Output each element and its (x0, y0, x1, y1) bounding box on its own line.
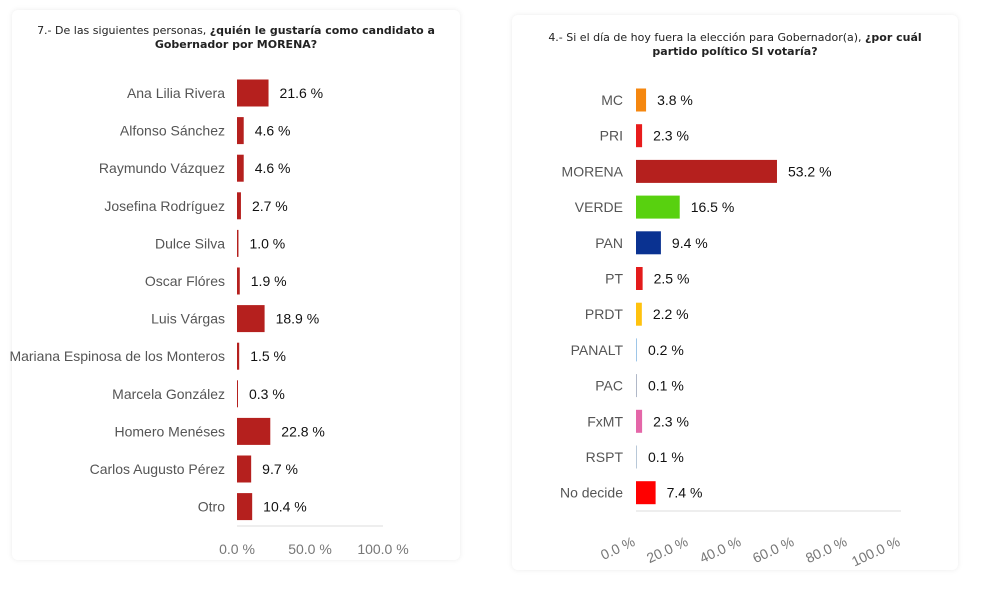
category-label: Luis Várgas (151, 311, 225, 327)
bar (636, 445, 637, 469)
x-tick-label: 100.0 % (357, 541, 408, 557)
bar (636, 124, 643, 148)
category-label: No decide (560, 485, 623, 501)
category-label: PRI (600, 128, 623, 144)
data-label: 3.8 % (657, 92, 693, 108)
chart-title: 7.- De las siguientes personas, ¿quién l… (37, 24, 435, 51)
bar (237, 380, 238, 408)
data-label: 0.3 % (249, 386, 285, 402)
bar (237, 229, 239, 257)
data-label: 18.9 % (276, 311, 320, 327)
data-label: 22.8 % (281, 423, 325, 439)
category-label: Raymundo Vázquez (99, 160, 225, 176)
bar (237, 154, 244, 182)
category-label: FxMT (587, 413, 623, 429)
x-tick-label: 0.0 % (219, 541, 255, 557)
data-label: 0.2 % (648, 342, 684, 358)
data-label: 2.2 % (653, 306, 689, 322)
bar (237, 342, 240, 370)
data-label: 4.6 % (255, 123, 291, 139)
category-label: RSPT (586, 449, 624, 465)
bar (636, 231, 661, 255)
data-label: 21.6 % (280, 85, 324, 101)
chart-card-parties: 4.- Si el día de hoy fuera la elección p… (512, 15, 958, 570)
data-label: 2.3 % (653, 128, 689, 144)
data-label: 1.5 % (250, 348, 286, 364)
category-label: Josefina Rodríguez (104, 198, 225, 214)
category-label: Alfonso Sánchez (120, 123, 225, 139)
chart-title: 4.- Si el día de hoy fuera la elección p… (548, 31, 922, 58)
bar (237, 117, 244, 145)
x-tick-label: 20.0 % (644, 533, 690, 566)
data-label: 2.3 % (653, 413, 689, 429)
category-label: VERDE (575, 199, 623, 215)
category-label: PRDT (585, 306, 624, 322)
category-label: PANALT (571, 342, 624, 358)
category-label: Marcela González (112, 386, 225, 402)
data-label: 16.5 % (691, 199, 735, 215)
category-label: Homero Menéses (115, 423, 226, 439)
data-label: 0.1 % (648, 449, 684, 465)
category-label: PAC (595, 378, 623, 394)
x-tick-label: 80.0 % (803, 533, 849, 566)
data-label: 0.1 % (648, 378, 684, 394)
data-label: 4.6 % (255, 160, 291, 176)
category-label: MC (601, 92, 623, 108)
data-label: 1.0 % (249, 235, 285, 251)
bar (636, 338, 637, 362)
x-tick-label: 60.0 % (750, 533, 796, 566)
data-label: 2.5 % (654, 271, 690, 287)
bar (636, 409, 643, 433)
bar (636, 302, 642, 326)
data-label: 9.7 % (262, 461, 298, 477)
x-tick-label: 40.0 % (697, 533, 743, 566)
chart-card-candidates: 7.- De las siguientes personas, ¿quién l… (12, 10, 460, 560)
bar (237, 455, 252, 483)
bar (636, 195, 680, 219)
data-label: 7.4 % (667, 485, 703, 501)
bar (636, 481, 656, 505)
bar (237, 305, 265, 333)
bar (237, 417, 271, 445)
bar (237, 79, 269, 107)
bar (636, 159, 777, 183)
x-tick-label: 0.0 % (598, 533, 637, 563)
data-label: 10.4 % (263, 499, 307, 515)
category-label: Oscar Flóres (145, 273, 225, 289)
category-label: Ana Lilia Rivera (127, 85, 225, 101)
bar (237, 493, 253, 521)
category-label: MORENA (562, 163, 624, 179)
data-label: 2.7 % (252, 198, 288, 214)
data-label: 53.2 % (788, 163, 832, 179)
x-tick-label: 100.0 % (849, 533, 902, 569)
category-label: Dulce Silva (155, 235, 225, 251)
category-label: Otro (198, 499, 225, 515)
bar (636, 267, 643, 290)
x-tick-label: 50.0 % (288, 541, 332, 557)
category-label: Mariana Espinosa de los Monteros (9, 348, 225, 364)
bar (237, 267, 240, 295)
category-label: PAN (595, 235, 623, 251)
bar (237, 192, 241, 220)
bar (636, 374, 637, 398)
data-label: 1.9 % (251, 273, 287, 289)
data-label: 9.4 % (672, 235, 708, 251)
bar (636, 88, 647, 112)
category-label: Carlos Augusto Pérez (90, 461, 225, 477)
category-label: PT (605, 271, 623, 287)
